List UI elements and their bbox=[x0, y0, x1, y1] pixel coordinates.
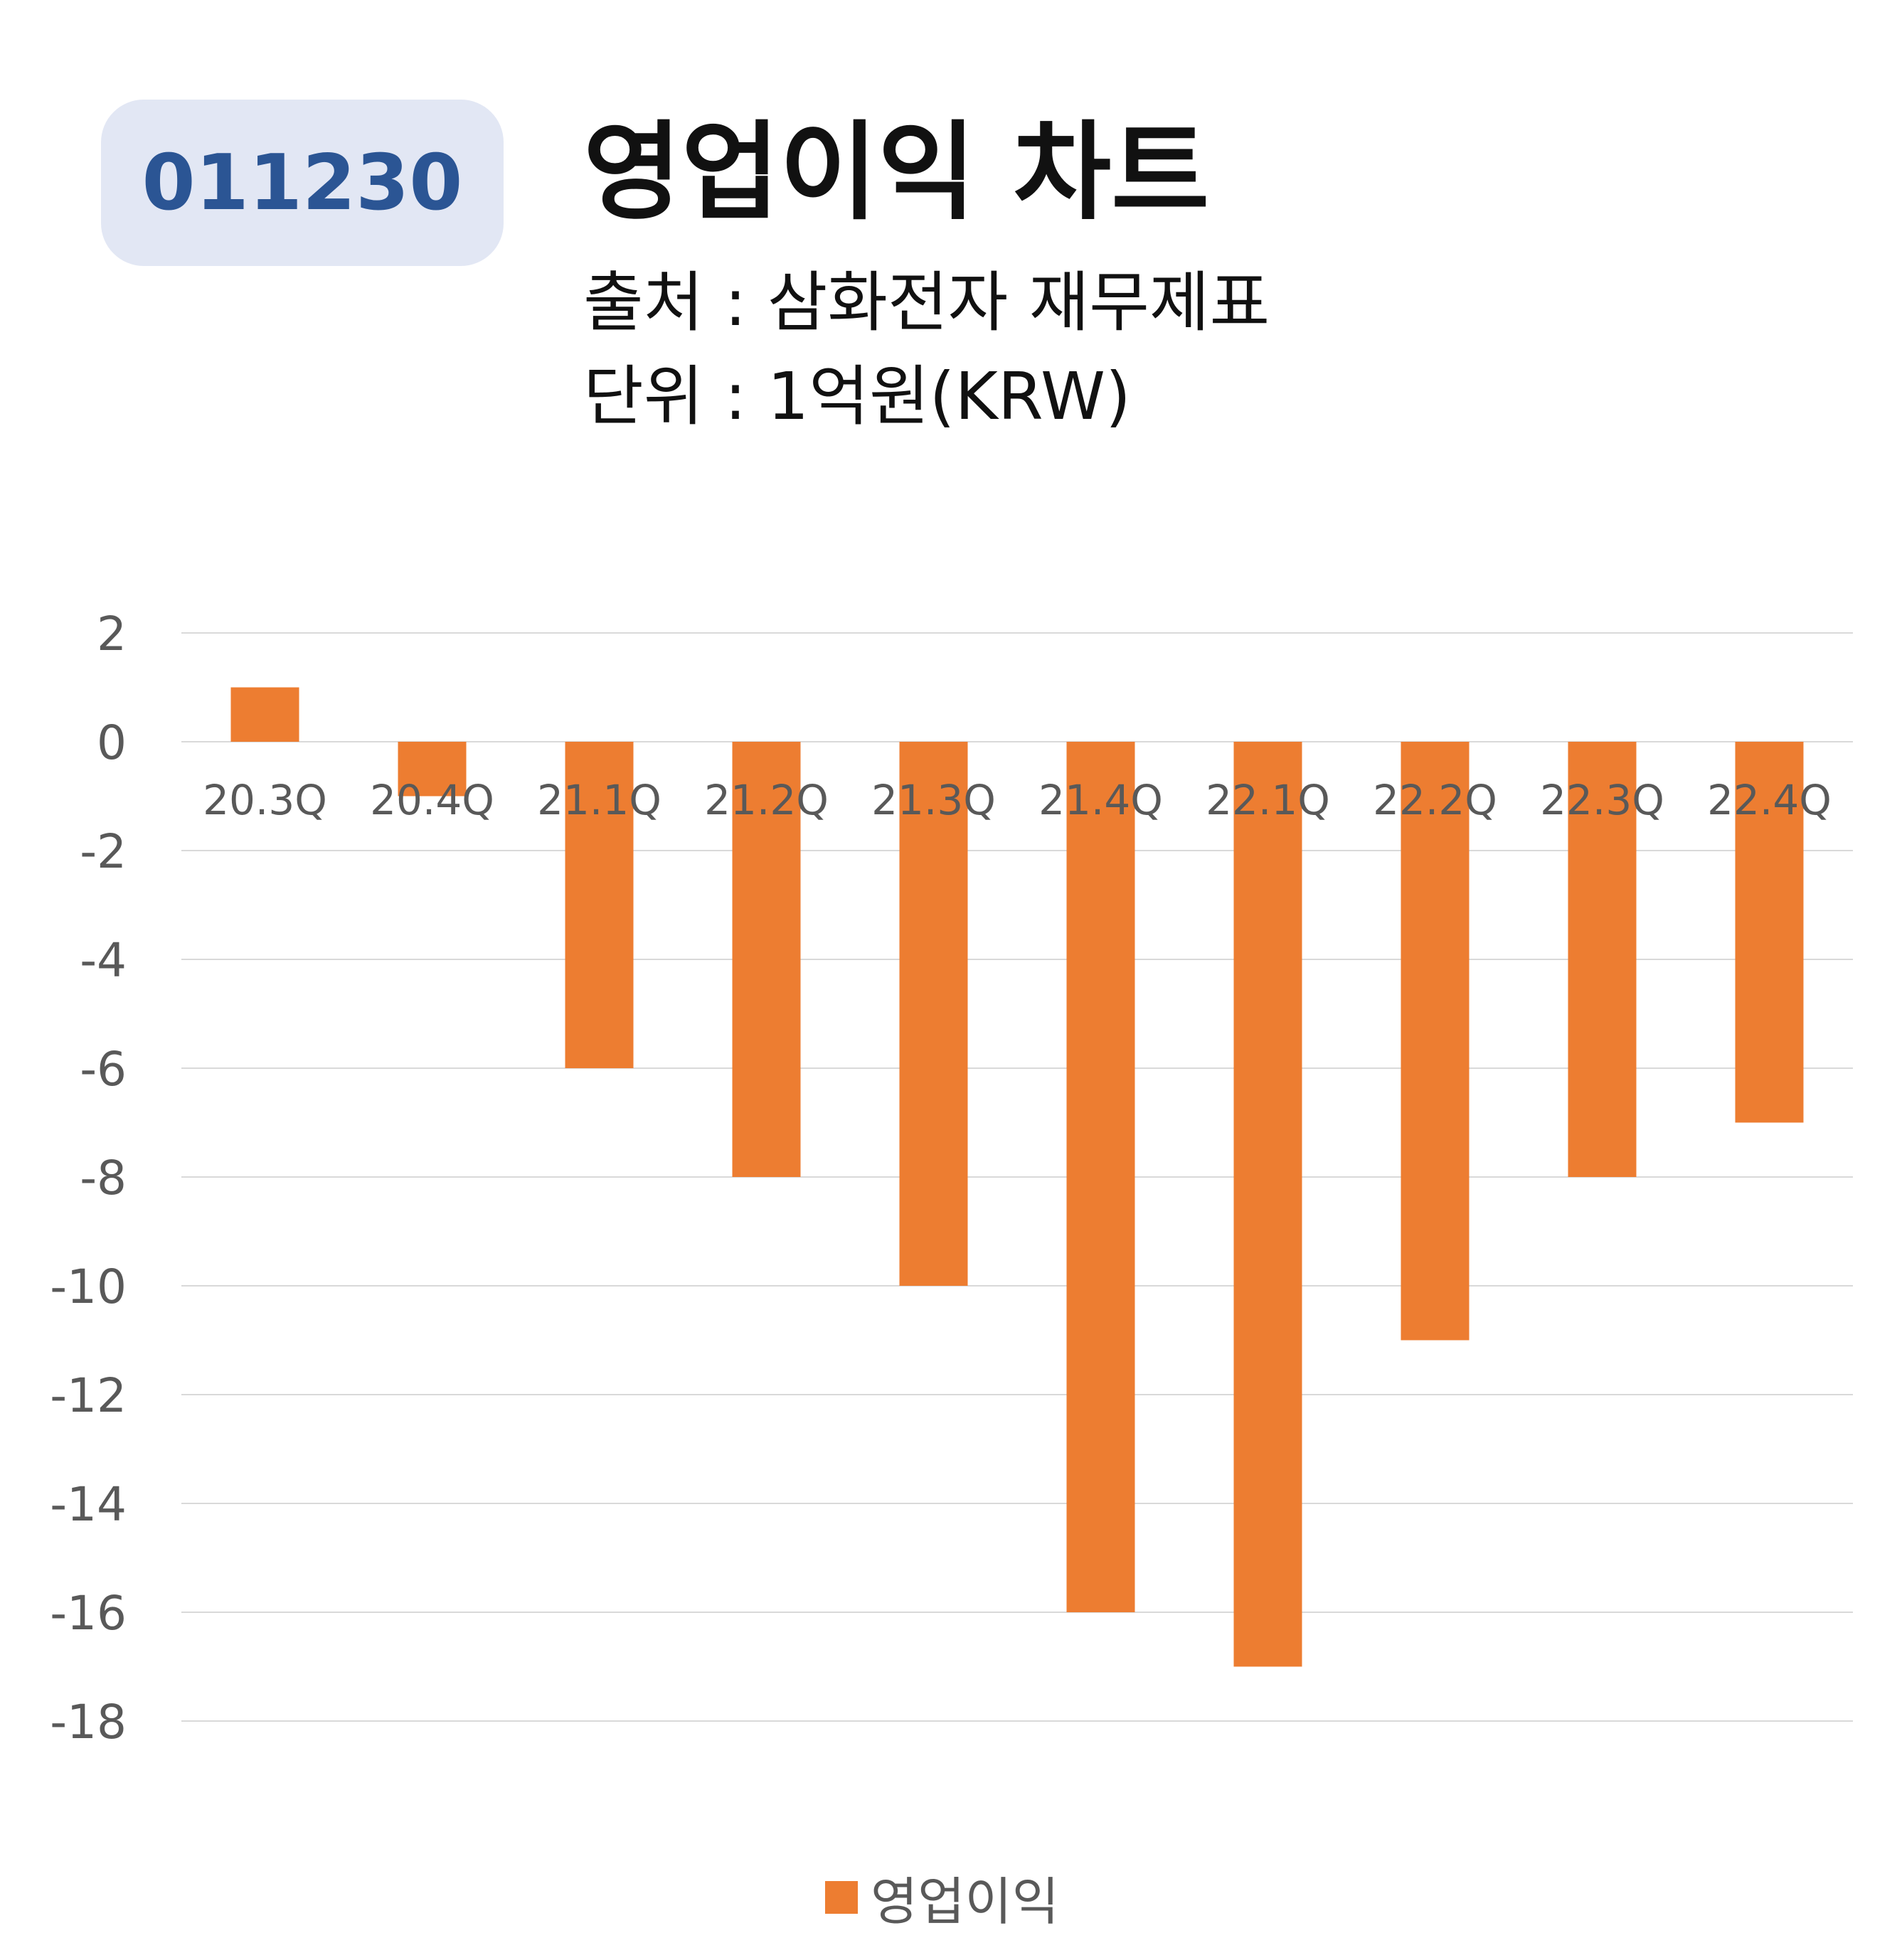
bar bbox=[565, 742, 634, 1068]
y-tick-label: 0 bbox=[97, 715, 127, 770]
y-tick-label: -12 bbox=[50, 1368, 127, 1423]
y-tick-label: -2 bbox=[80, 824, 127, 879]
y-tick-label: -4 bbox=[80, 933, 127, 988]
y-tick-label: -6 bbox=[80, 1042, 127, 1097]
stock-code: 011230 bbox=[142, 138, 463, 228]
bar bbox=[899, 742, 968, 1286]
y-tick-label: -18 bbox=[50, 1695, 127, 1749]
legend-swatch bbox=[825, 1880, 858, 1914]
bar bbox=[1233, 742, 1302, 1667]
bar-chart: 2 0 -2 -4 -6 -8 -10 -12 -14 -16 -18 20.3Q 20.4Q 21.1Q… bbox=[50, 607, 1853, 1749]
bar bbox=[732, 742, 801, 1177]
bar bbox=[1568, 742, 1637, 1177]
y-tick-label: -10 bbox=[50, 1259, 127, 1314]
bar bbox=[1735, 742, 1804, 1123]
y-tick-label: -8 bbox=[80, 1151, 127, 1205]
bar bbox=[1066, 742, 1135, 1612]
x-category-label: 22.1Q bbox=[1206, 776, 1330, 824]
x-category-label: 22.2Q bbox=[1373, 776, 1497, 824]
source-text: 출처 : 삼화전자 재무제표 bbox=[583, 265, 1270, 341]
x-category-label: 21.4Q bbox=[1038, 776, 1163, 824]
x-category-label: 21.2Q bbox=[704, 776, 829, 824]
x-category-label: 20.4Q bbox=[370, 776, 494, 824]
y-tick-label: -16 bbox=[50, 1586, 127, 1641]
bar bbox=[398, 742, 467, 797]
x-category-label: 22.4Q bbox=[1707, 776, 1832, 824]
chart-title: 영업이익 차트 bbox=[583, 111, 1210, 235]
legend-label: 영업이익 bbox=[871, 1872, 1059, 1932]
x-category-label: 22.3Q bbox=[1540, 776, 1664, 824]
bar bbox=[1401, 742, 1470, 1341]
bar bbox=[230, 687, 299, 742]
unit-text: 단위 : 1억원(KRW) bbox=[583, 358, 1131, 435]
y-tick-label: -14 bbox=[50, 1477, 127, 1532]
y-tick-label: 2 bbox=[97, 607, 127, 661]
chart-legend: 영업이익 bbox=[825, 1860, 1059, 1934]
x-category-label: 21.1Q bbox=[537, 776, 661, 824]
x-category-label: 20.3Q bbox=[203, 776, 327, 824]
x-category-label: 21.3Q bbox=[871, 776, 996, 824]
stock-code-badge: 011230 bbox=[101, 100, 504, 266]
